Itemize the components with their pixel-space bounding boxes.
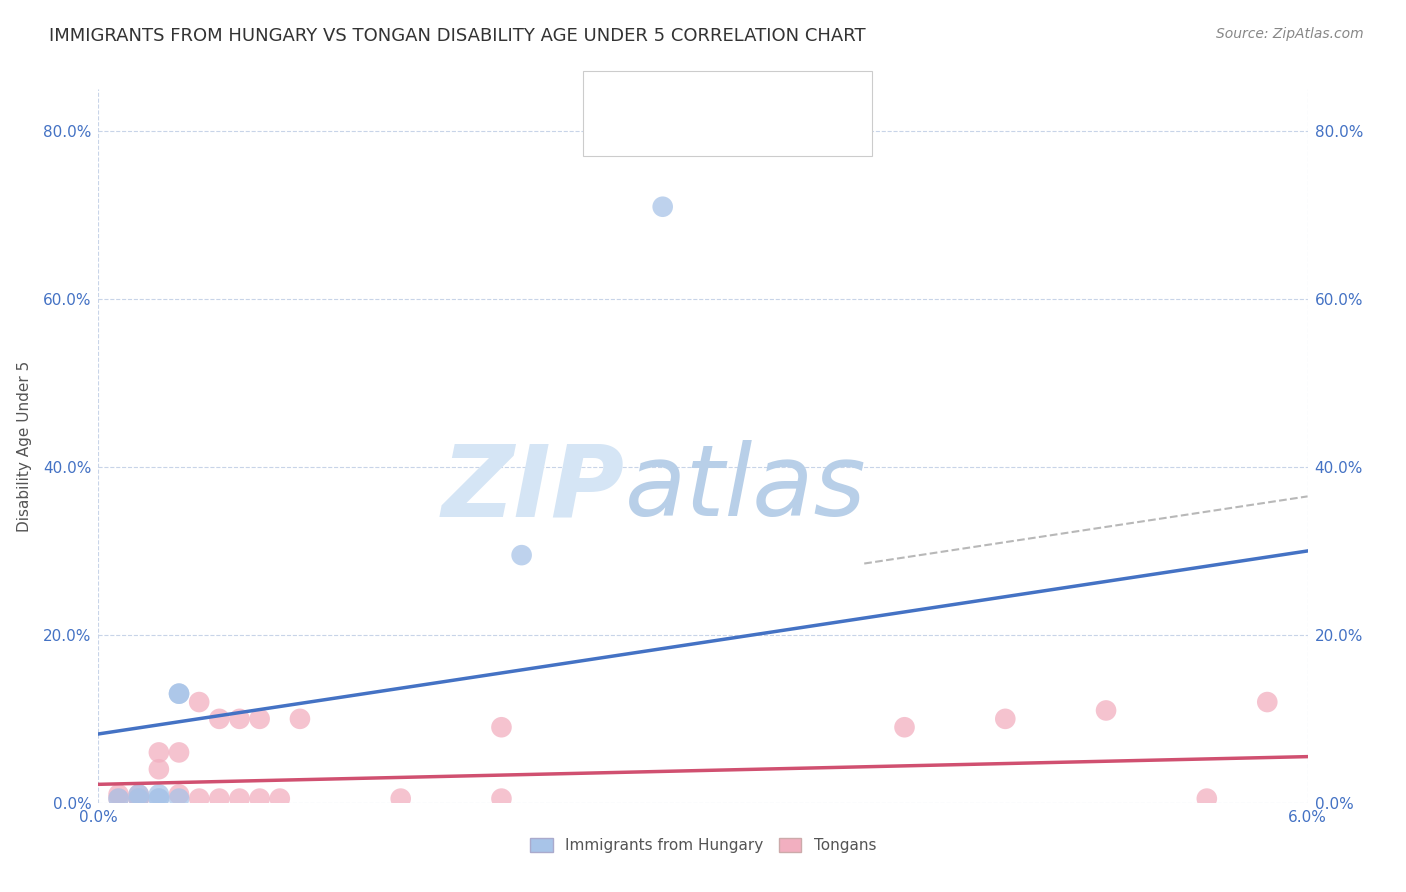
Point [167, 687, 190, 701]
Y-axis label: Disability Age Under 5: Disability Age Under 5 [17, 360, 32, 532]
Point [510, 548, 533, 562]
Point [188, 695, 211, 709]
Text: R = 0.240: R = 0.240 [643, 88, 725, 106]
Point [491, 791, 513, 805]
Text: N = 27: N = 27 [782, 121, 841, 139]
Point [208, 712, 231, 726]
Point [167, 746, 190, 760]
Point [288, 712, 311, 726]
Point [128, 791, 150, 805]
Point [994, 712, 1017, 726]
Point [128, 788, 150, 802]
Point [167, 687, 190, 701]
Point [208, 791, 231, 805]
Point [107, 791, 129, 805]
Point [167, 788, 190, 802]
Bar [596, 120, 631, 141]
Point [107, 788, 129, 802]
Point [1256, 695, 1278, 709]
Point [893, 720, 915, 734]
Bar [596, 87, 631, 108]
Point [249, 791, 271, 805]
Point [128, 791, 150, 805]
Point [148, 746, 170, 760]
Point [148, 762, 170, 776]
Point [148, 791, 170, 805]
Point [389, 791, 412, 805]
Point [269, 791, 291, 805]
Point [128, 788, 150, 802]
Point [1095, 703, 1118, 717]
Point [1195, 791, 1218, 805]
Point [128, 791, 150, 805]
Point [148, 791, 170, 805]
Text: N =  11: N = 11 [782, 88, 846, 106]
Point [167, 791, 190, 805]
Point [148, 788, 170, 802]
Point [651, 200, 673, 214]
Text: ZIP: ZIP [441, 441, 624, 537]
Point [249, 712, 271, 726]
Text: IMMIGRANTS FROM HUNGARY VS TONGAN DISABILITY AGE UNDER 5 CORRELATION CHART: IMMIGRANTS FROM HUNGARY VS TONGAN DISABI… [49, 27, 866, 45]
Point [107, 791, 129, 805]
Text: atlas: atlas [624, 441, 866, 537]
Text: R = 0.430: R = 0.430 [643, 121, 725, 139]
Point [228, 712, 250, 726]
Legend: Immigrants from Hungary, Tongans: Immigrants from Hungary, Tongans [524, 832, 882, 859]
Point [188, 791, 211, 805]
Point [228, 791, 250, 805]
Text: Source: ZipAtlas.com: Source: ZipAtlas.com [1216, 27, 1364, 41]
Point [491, 720, 513, 734]
